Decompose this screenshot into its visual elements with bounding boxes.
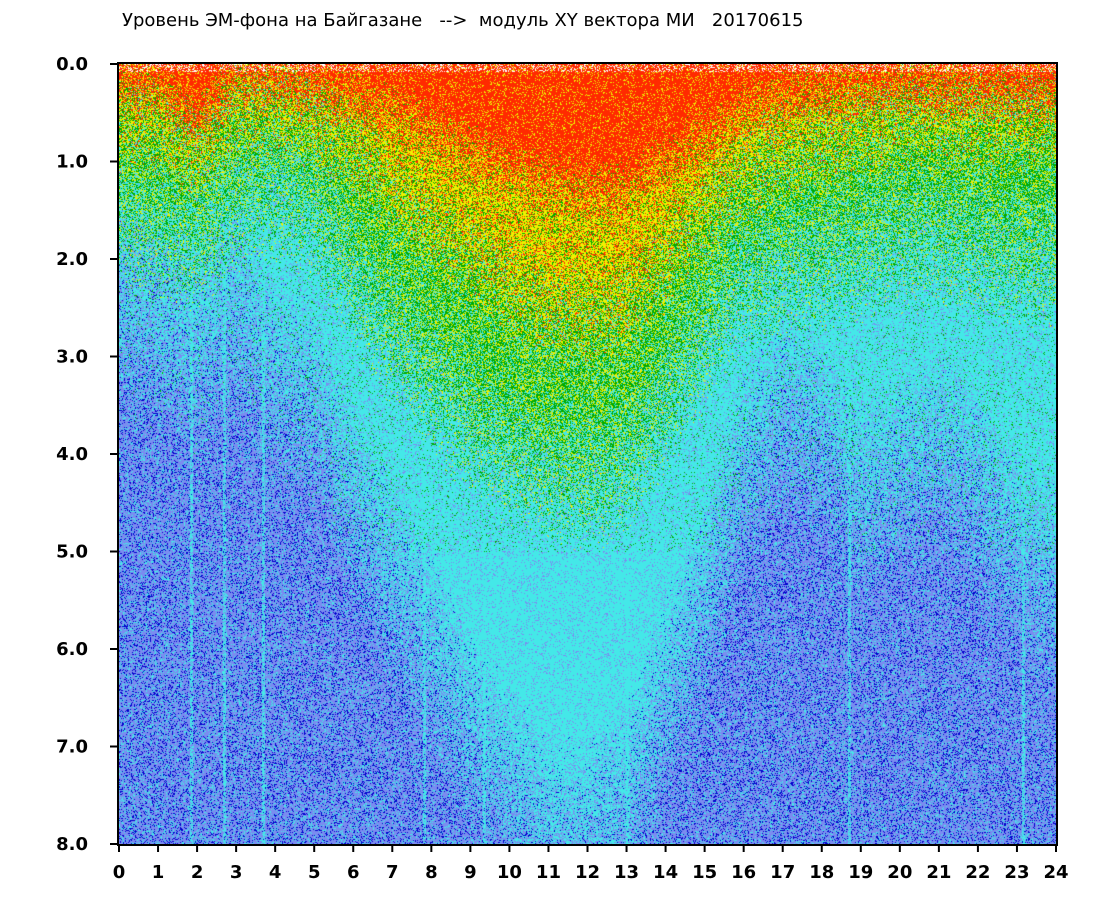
x-tick-label: 3 [230, 862, 243, 883]
x-tick-label: 6 [347, 862, 360, 883]
y-tick-label: 7.0 [56, 737, 88, 758]
y-tick-label: 1.0 [56, 152, 88, 173]
x-tick-label: 20 [887, 862, 912, 883]
y-tick-label: 0.0 [56, 54, 88, 75]
x-tick-label: 4 [269, 862, 282, 883]
x-tick-label: 12 [575, 862, 600, 883]
x-tick-label: 13 [614, 862, 639, 883]
x-tick-label: 23 [1004, 862, 1029, 883]
x-tick-label: 8 [425, 862, 438, 883]
x-tick-label: 14 [653, 862, 678, 883]
x-tick-label: 18 [809, 862, 834, 883]
x-tick-label: 15 [692, 862, 717, 883]
y-tick-label: 3.0 [56, 347, 88, 368]
x-tick-label: 24 [1043, 862, 1068, 883]
x-tick-label: 17 [770, 862, 795, 883]
heatmap-canvas [119, 64, 1056, 844]
x-tick-label: 10 [497, 862, 522, 883]
y-tick-label: 2.0 [56, 249, 88, 270]
x-tick-label: 7 [386, 862, 399, 883]
x-tick-label: 22 [965, 862, 990, 883]
plot-area [117, 62, 1058, 846]
x-tick-label: 2 [191, 862, 204, 883]
y-tick-label: 8.0 [56, 834, 88, 855]
x-tick-label: 21 [926, 862, 951, 883]
y-tick-label: 6.0 [56, 639, 88, 660]
x-tick-label: 5 [308, 862, 321, 883]
x-tick-label: 0 [113, 862, 126, 883]
x-tick-label: 1 [152, 862, 165, 883]
y-tick-label: 5.0 [56, 542, 88, 563]
y-tick-label: 4.0 [56, 444, 88, 465]
x-tick-label: 16 [731, 862, 756, 883]
x-tick-label: 19 [848, 862, 873, 883]
x-tick-label: 11 [536, 862, 561, 883]
x-tick-label: 9 [464, 862, 477, 883]
chart-title: Уровень ЭМ-фона на Байгазане --> модуль … [122, 10, 804, 31]
